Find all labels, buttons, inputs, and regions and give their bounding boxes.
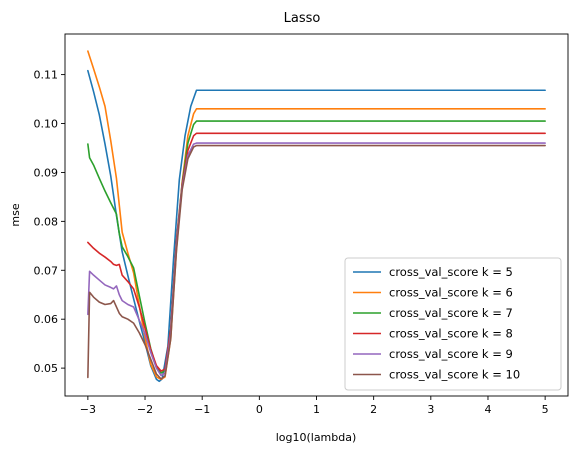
x-tick-label: 2 xyxy=(370,403,377,416)
x-axis-label: log10(lambda) xyxy=(276,431,357,444)
series-line-4 xyxy=(87,132,546,372)
y-tick-label: 0.06 xyxy=(34,313,59,326)
x-tick-label: 4 xyxy=(484,403,491,416)
y-tick-label: 0.10 xyxy=(34,118,59,131)
plot-frame xyxy=(64,33,569,397)
chart-title: Lasso xyxy=(284,11,321,26)
y-tick-label: 0.09 xyxy=(34,166,59,179)
plot-lines xyxy=(87,50,546,383)
x-tick-label: 5 xyxy=(542,403,549,416)
legend-label-1: cross_val_score k = 5 xyxy=(389,265,513,279)
series-line-2 xyxy=(87,50,546,381)
y-axis-label: mse xyxy=(9,203,22,226)
x-tick-label: −2 xyxy=(137,403,153,416)
legend-label-5: cross_val_score k = 9 xyxy=(389,347,513,361)
legend-label-2: cross_val_score k = 6 xyxy=(389,286,513,300)
x-tick-label: 0 xyxy=(256,403,263,416)
x-tick-label: −3 xyxy=(80,403,96,416)
y-axis: 0.05 0.06 0.07 0.08 0.09 0.10 0.11 xyxy=(34,69,65,375)
legend-label-4: cross_val_score k = 8 xyxy=(389,327,513,341)
x-axis: −3 −2 −1 0 1 2 3 4 5 xyxy=(80,396,549,416)
y-tick-label: 0.07 xyxy=(34,264,59,277)
y-tick-label: 0.11 xyxy=(34,69,59,82)
x-tick-label: −1 xyxy=(194,403,210,416)
x-tick-label: 3 xyxy=(427,403,434,416)
y-tick-label: 0.05 xyxy=(34,362,59,375)
legend: cross_val_score k = 5 cross_val_score k =… xyxy=(344,257,562,391)
y-tick-label: 0.08 xyxy=(34,215,59,228)
series-line-6 xyxy=(87,144,546,380)
legend-label-3: cross_val_score k = 7 xyxy=(389,306,513,320)
legend-label-6: cross_val_score k = 10 xyxy=(389,368,520,382)
legend-frame xyxy=(344,257,562,391)
series-line-3 xyxy=(87,120,546,374)
x-tick-label: 1 xyxy=(313,403,320,416)
